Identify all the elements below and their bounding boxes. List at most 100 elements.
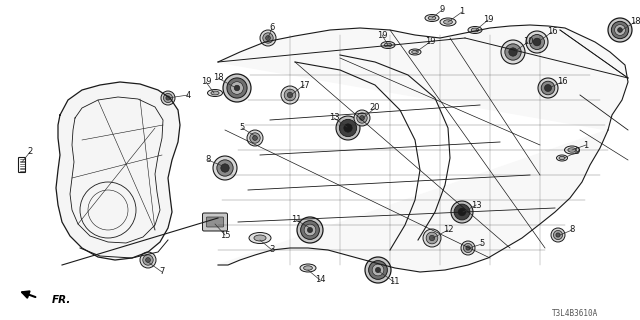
Circle shape	[426, 232, 438, 244]
Circle shape	[221, 164, 229, 172]
Circle shape	[230, 82, 243, 94]
Text: 11: 11	[388, 277, 399, 286]
Circle shape	[556, 233, 560, 237]
Ellipse shape	[300, 264, 316, 272]
Text: 19: 19	[201, 77, 211, 86]
Circle shape	[360, 116, 364, 120]
Circle shape	[454, 204, 470, 220]
Circle shape	[354, 110, 370, 126]
Ellipse shape	[412, 50, 419, 54]
Circle shape	[297, 217, 323, 243]
Circle shape	[307, 228, 312, 233]
Text: T3L4B3610A: T3L4B3610A	[552, 308, 598, 317]
Text: 19: 19	[377, 30, 387, 39]
Circle shape	[344, 124, 352, 132]
Ellipse shape	[471, 28, 479, 32]
Ellipse shape	[409, 49, 421, 55]
Circle shape	[166, 96, 170, 100]
FancyBboxPatch shape	[202, 213, 227, 231]
Polygon shape	[56, 82, 180, 260]
Text: 19: 19	[483, 15, 493, 25]
Ellipse shape	[428, 16, 436, 20]
Circle shape	[260, 30, 276, 46]
Ellipse shape	[381, 42, 395, 49]
Text: 9: 9	[440, 5, 445, 14]
Text: 10: 10	[523, 37, 533, 46]
Circle shape	[429, 235, 435, 241]
Ellipse shape	[425, 14, 439, 21]
Circle shape	[217, 160, 233, 176]
Circle shape	[538, 78, 558, 98]
Text: 13: 13	[329, 114, 339, 123]
Circle shape	[336, 116, 360, 140]
Ellipse shape	[440, 18, 456, 26]
Circle shape	[614, 25, 625, 36]
Circle shape	[250, 133, 260, 143]
Circle shape	[304, 224, 316, 236]
Ellipse shape	[559, 156, 565, 160]
Ellipse shape	[568, 148, 576, 152]
Circle shape	[608, 18, 632, 42]
Circle shape	[301, 221, 319, 239]
Circle shape	[213, 156, 237, 180]
Ellipse shape	[444, 20, 452, 24]
Ellipse shape	[564, 146, 579, 154]
Circle shape	[287, 92, 292, 98]
Text: 8: 8	[570, 226, 575, 235]
Text: 18: 18	[630, 18, 640, 27]
Circle shape	[369, 260, 387, 279]
Polygon shape	[218, 25, 628, 272]
Text: 15: 15	[220, 230, 230, 239]
Text: 9: 9	[574, 148, 580, 156]
Text: 8: 8	[205, 156, 211, 164]
Text: 13: 13	[470, 201, 481, 210]
Circle shape	[163, 93, 173, 102]
Circle shape	[526, 31, 548, 53]
Circle shape	[545, 84, 552, 92]
Ellipse shape	[303, 266, 312, 270]
Text: 19: 19	[425, 37, 435, 46]
Circle shape	[505, 44, 521, 60]
Text: 3: 3	[269, 245, 275, 254]
Circle shape	[554, 230, 563, 240]
Text: 4: 4	[186, 91, 191, 100]
Circle shape	[533, 38, 541, 46]
Circle shape	[161, 91, 175, 105]
Text: 18: 18	[212, 74, 223, 83]
Circle shape	[143, 255, 153, 265]
Circle shape	[227, 78, 247, 98]
Text: 17: 17	[299, 81, 309, 90]
Circle shape	[263, 33, 273, 43]
Circle shape	[140, 252, 156, 268]
Text: 2: 2	[28, 148, 33, 156]
Circle shape	[357, 113, 367, 123]
Circle shape	[376, 268, 381, 273]
Circle shape	[451, 201, 473, 223]
Text: 11: 11	[291, 215, 301, 225]
Ellipse shape	[211, 91, 219, 95]
Circle shape	[463, 244, 472, 252]
Circle shape	[611, 21, 628, 39]
Ellipse shape	[468, 27, 482, 34]
Ellipse shape	[384, 43, 392, 47]
Circle shape	[466, 246, 470, 250]
Ellipse shape	[249, 233, 271, 244]
Circle shape	[501, 40, 525, 64]
Text: 16: 16	[557, 77, 567, 86]
Text: 20: 20	[370, 103, 380, 113]
Circle shape	[461, 241, 475, 255]
Circle shape	[247, 130, 263, 146]
Circle shape	[551, 228, 565, 242]
Text: 14: 14	[315, 276, 325, 284]
Circle shape	[541, 81, 555, 95]
Circle shape	[146, 258, 150, 262]
Circle shape	[253, 136, 257, 140]
Text: 5: 5	[239, 124, 244, 132]
Circle shape	[372, 264, 384, 276]
Circle shape	[529, 35, 545, 50]
Circle shape	[284, 89, 296, 101]
Circle shape	[423, 229, 441, 247]
Ellipse shape	[254, 235, 266, 241]
Text: 6: 6	[269, 23, 275, 33]
Ellipse shape	[207, 90, 223, 97]
